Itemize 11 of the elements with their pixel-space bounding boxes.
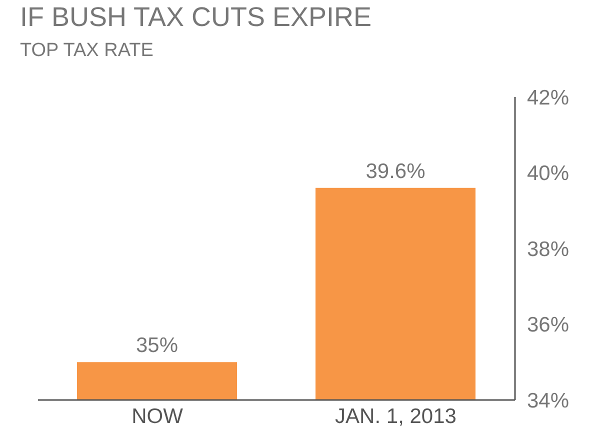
y-tick-label: 42% <box>527 86 570 110</box>
y-tick-label: 38% <box>527 238 570 261</box>
data-label: 39.6% <box>366 160 426 183</box>
y-tick-label: 36% <box>527 314 570 337</box>
chart-title: IF BUSH TAX CUTS EXPIRE <box>20 2 372 33</box>
y-tick-label: 34% <box>527 389 570 412</box>
x-tick-label: JAN. 1, 2013 <box>335 404 456 428</box>
data-label: 35% <box>136 334 178 358</box>
y-tick-label: 40% <box>527 162 570 186</box>
x-tick-label: NOW <box>132 404 184 428</box>
chart-subtitle: TOP TAX RATE <box>20 40 154 62</box>
